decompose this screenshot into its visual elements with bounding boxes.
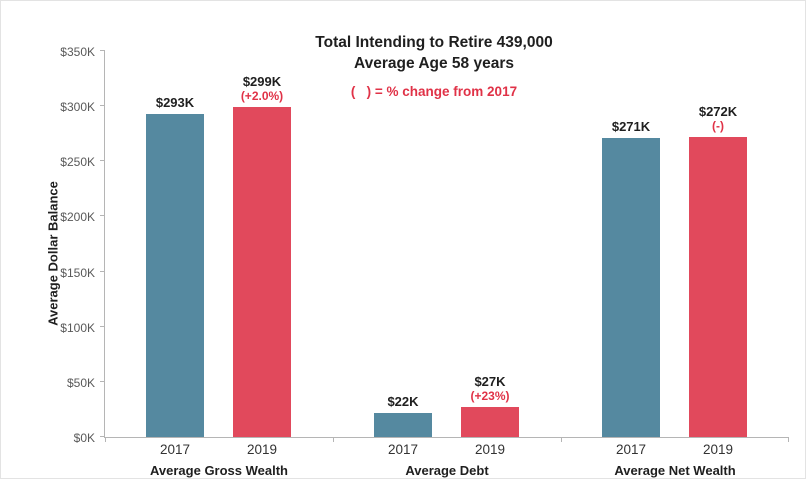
bar-column-debt-2017: $22K 2017	[374, 51, 432, 457]
bar-2017-gross-wealth	[146, 113, 204, 437]
year-label: 2019	[246, 442, 278, 457]
bar-change-label: (-)	[712, 119, 724, 134]
plot-area: $0K $50K $100K $150K $200K $250K $300K $…	[60, 45, 789, 478]
category-label-gross-wealth: Average Gross Wealth	[150, 463, 288, 478]
bar-value: $271K	[611, 119, 651, 135]
year-label: 2017	[615, 442, 647, 457]
y-tick-mark	[100, 160, 105, 162]
bar-value: $272K	[698, 104, 738, 120]
y-tick-mark	[100, 436, 105, 437]
bar-column-net-2017: $271K 2017	[602, 51, 660, 457]
y-tick-mark	[100, 270, 105, 272]
bar-value-label: $27K (+23%)	[470, 374, 509, 403]
y-tick-label: $350K	[60, 45, 95, 59]
year-label: 2019	[474, 442, 506, 457]
bar-2017-debt	[374, 412, 432, 437]
bar-value-label: $272K (-)	[699, 104, 737, 133]
year-label: 2017	[159, 442, 191, 457]
bar-value: $22K	[387, 393, 419, 409]
bar-column-debt-2019: $27K (+23%) 2019	[461, 51, 519, 457]
y-tick-label: $150K	[60, 265, 95, 280]
bar-value-label: $293K	[156, 95, 194, 110]
bar-value: $27K	[474, 374, 506, 390]
y-tick-label: $300K	[60, 100, 95, 115]
chart-subtitle: Average Age 58 years	[354, 55, 514, 72]
y-tick-label: $200K	[60, 210, 95, 225]
bar-value-label: $299K (+2.0%)	[241, 74, 283, 103]
y-tick-mark	[100, 215, 105, 217]
chart-title-block: Total Intending to Retire 439,000 Averag…	[254, 32, 614, 74]
change-note: ( ) = % change from 2017	[350, 84, 518, 99]
year-label: 2017	[387, 442, 419, 457]
bar-change-label: (+23%)	[470, 389, 510, 404]
x-tick-mark	[561, 437, 562, 442]
bar-value-label: $22K	[387, 394, 418, 409]
y-tick-mark	[100, 325, 105, 327]
x-tick-mark	[788, 437, 789, 442]
y-tick-label: $250K	[60, 155, 95, 170]
year-label: 2019	[702, 442, 734, 457]
bar-2017-net-wealth	[602, 138, 660, 437]
bar-2019-net-wealth	[689, 137, 747, 437]
x-tick-mark	[332, 437, 334, 442]
bar-value: $293K	[155, 94, 195, 110]
bar-column-gross-2017: $293K 2017	[146, 51, 204, 457]
bar-value-label: $271K	[612, 119, 650, 134]
bar-column-net-2019: $272K (-) 2019	[689, 51, 747, 457]
bar-column-gross-2019: $299K (+2.0%) 2019	[233, 51, 291, 457]
y-tick-mark	[100, 380, 105, 382]
y-tick-mark	[100, 50, 105, 51]
chart-title: Total Intending to Retire 439,000	[315, 34, 553, 51]
bar-2019-gross-wealth	[233, 107, 291, 437]
category-label-debt: Average Debt	[405, 463, 489, 478]
bar-value: $299K	[242, 74, 282, 90]
bar-change-label: (+2.0%)	[240, 89, 284, 104]
category-label-net-wealth: Average Net Wealth	[614, 463, 736, 478]
y-tick-label: $100K	[60, 320, 95, 335]
y-tick-mark	[100, 105, 105, 107]
y-tick-label: $0K	[73, 431, 95, 445]
bar-2019-debt	[461, 407, 519, 437]
x-tick-mark	[105, 437, 106, 442]
y-tick-label: $50K	[66, 375, 95, 390]
